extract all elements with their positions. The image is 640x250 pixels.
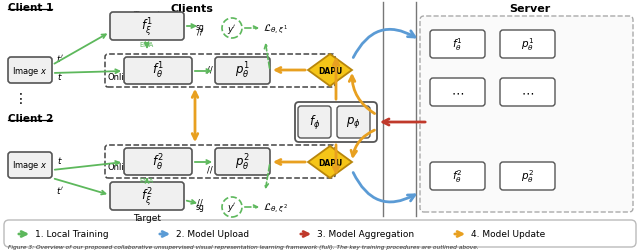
Text: //: // xyxy=(197,28,203,36)
FancyBboxPatch shape xyxy=(430,162,485,190)
Text: sg: sg xyxy=(196,203,204,212)
FancyBboxPatch shape xyxy=(8,152,52,178)
FancyBboxPatch shape xyxy=(500,79,555,106)
Text: DAPU: DAPU xyxy=(318,158,342,167)
Text: $y'$: $y'$ xyxy=(227,201,237,214)
FancyArrowPatch shape xyxy=(353,30,415,58)
Text: $f_\theta^1$: $f_\theta^1$ xyxy=(152,61,164,81)
Text: $p_\theta^2$: $p_\theta^2$ xyxy=(521,168,534,185)
Text: Client 2: Client 2 xyxy=(8,114,53,124)
Text: 2. Model Upload: 2. Model Upload xyxy=(176,230,249,238)
Text: $t'$: $t'$ xyxy=(56,185,64,196)
Text: $\vdots$: $\vdots$ xyxy=(13,91,23,106)
Text: Target: Target xyxy=(133,11,161,20)
Text: $\cdots$: $\cdots$ xyxy=(451,86,464,99)
FancyBboxPatch shape xyxy=(215,148,270,175)
Text: $f_\theta^1$: $f_\theta^1$ xyxy=(452,36,463,53)
Text: //: // xyxy=(207,65,213,74)
Text: $p_\phi$: $p_\phi$ xyxy=(346,115,361,130)
Text: $f_\theta^2$: $f_\theta^2$ xyxy=(452,168,463,185)
Text: 4. Model Update: 4. Model Update xyxy=(471,230,545,238)
FancyBboxPatch shape xyxy=(215,58,270,85)
Text: $f_\theta^2$: $f_\theta^2$ xyxy=(152,152,164,172)
Text: Online: Online xyxy=(108,72,136,81)
Text: $y'$: $y'$ xyxy=(227,22,237,35)
Polygon shape xyxy=(308,146,352,178)
Text: Image $x$: Image $x$ xyxy=(12,64,48,77)
Text: 1. Local Training: 1. Local Training xyxy=(35,230,109,238)
FancyBboxPatch shape xyxy=(500,31,555,59)
Text: Target: Target xyxy=(133,213,161,222)
FancyArrowPatch shape xyxy=(351,130,374,156)
FancyBboxPatch shape xyxy=(430,31,485,59)
Text: //: // xyxy=(207,165,213,174)
Text: $\mathcal{L}_{\theta,\xi^1}$: $\mathcal{L}_{\theta,\xi^1}$ xyxy=(262,22,287,36)
FancyArrowPatch shape xyxy=(333,145,339,172)
Text: 3. Model Aggregation: 3. Model Aggregation xyxy=(317,230,414,238)
FancyBboxPatch shape xyxy=(337,106,370,138)
FancyBboxPatch shape xyxy=(500,162,555,190)
Text: Image $x$: Image $x$ xyxy=(12,159,48,172)
Text: $f_\xi^1$: $f_\xi^1$ xyxy=(141,16,153,38)
FancyBboxPatch shape xyxy=(124,58,192,85)
Text: EMA: EMA xyxy=(140,42,154,48)
FancyArrowPatch shape xyxy=(333,61,339,100)
Text: Figure 3: Overview of our proposed collaborative unsupervised visual representat: Figure 3: Overview of our proposed colla… xyxy=(8,244,479,249)
Text: Server: Server xyxy=(509,4,550,14)
FancyBboxPatch shape xyxy=(295,102,377,142)
FancyBboxPatch shape xyxy=(298,106,331,138)
FancyBboxPatch shape xyxy=(8,58,52,84)
Text: sg: sg xyxy=(196,22,204,31)
FancyBboxPatch shape xyxy=(110,182,184,210)
Text: //: // xyxy=(197,198,203,207)
FancyBboxPatch shape xyxy=(124,148,192,175)
Text: $t'$: $t'$ xyxy=(56,53,64,64)
Text: $t$: $t$ xyxy=(57,155,63,166)
Text: $\cdots$: $\cdots$ xyxy=(521,86,534,99)
Text: EMA: EMA xyxy=(140,177,154,183)
Text: Online: Online xyxy=(108,163,136,172)
FancyBboxPatch shape xyxy=(110,13,184,41)
FancyBboxPatch shape xyxy=(420,17,633,212)
FancyArrowPatch shape xyxy=(349,76,374,114)
Text: $t$: $t$ xyxy=(57,71,63,82)
FancyArrowPatch shape xyxy=(353,173,415,202)
Text: DAPU: DAPU xyxy=(318,66,342,75)
Text: Clients: Clients xyxy=(171,4,213,14)
Text: $f_\xi^2$: $f_\xi^2$ xyxy=(141,185,153,207)
Polygon shape xyxy=(308,55,352,87)
Text: $p_\theta^1$: $p_\theta^1$ xyxy=(235,61,249,81)
Text: $f_\phi$: $f_\phi$ xyxy=(309,114,320,132)
Text: $p_\theta^2$: $p_\theta^2$ xyxy=(235,152,249,172)
Text: $\mathcal{L}_{\theta,\xi^2}$: $\mathcal{L}_{\theta,\xi^2}$ xyxy=(262,200,287,214)
FancyBboxPatch shape xyxy=(430,79,485,106)
Text: $p_\theta^1$: $p_\theta^1$ xyxy=(521,36,534,53)
Text: Client 1: Client 1 xyxy=(8,3,53,13)
FancyBboxPatch shape xyxy=(4,220,636,247)
